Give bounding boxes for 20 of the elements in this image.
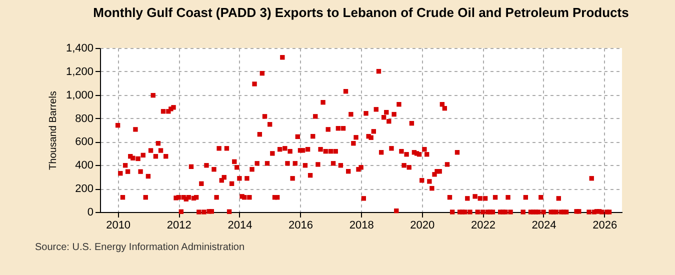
y-tick-label: 1,200 — [66, 66, 94, 78]
y-tick-label: 1,000 — [66, 89, 94, 102]
y-tick-label: 1,400 — [66, 42, 94, 54]
x-tick-label: 2022 — [470, 220, 496, 232]
y-axis-title: Thousand Barrels — [48, 91, 59, 170]
x-tick-label: 2014 — [228, 220, 252, 232]
y-tick-label: 600 — [75, 136, 94, 148]
x-tick-label: 2024 — [532, 220, 556, 232]
y-tick-label: 800 — [75, 112, 94, 125]
source-note: Source: U.S. Energy Information Administration — [35, 242, 245, 253]
x-tick-label: 2010 — [106, 220, 131, 232]
x-tick-label: 2026 — [592, 220, 618, 232]
x-tick-label: 2016 — [288, 220, 313, 232]
y-tick-label: 0 — [87, 206, 94, 218]
x-tick-label: 2018 — [349, 220, 374, 232]
y-tick-label: 200 — [75, 183, 94, 196]
chart-title: Monthly Gulf Coast (PADD 3) Exports to Lebanon of Crude Oil and Petroleum Products — [93, 5, 629, 20]
y-tick-label: 400 — [75, 160, 94, 172]
x-tick-label: 2012 — [166, 220, 192, 232]
x-tick-label: 2020 — [410, 220, 435, 232]
